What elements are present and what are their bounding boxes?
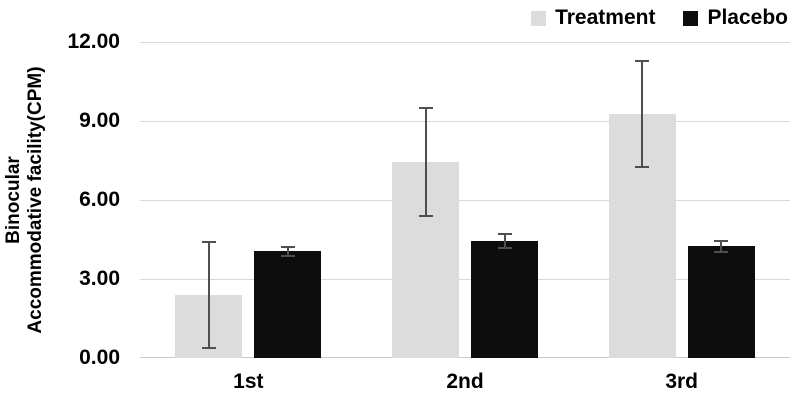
error-bar-cap-bottom xyxy=(201,346,216,349)
error-bar-line xyxy=(720,239,723,253)
y-tick-label-9.00: 9.00 xyxy=(79,109,120,132)
bar-placebo-3rd xyxy=(687,246,755,358)
legend-label-placebo: Placebo xyxy=(707,6,788,29)
error-bar-cap-bottom xyxy=(635,166,650,169)
error-bar-line xyxy=(286,246,289,257)
error-bar-cap-top xyxy=(201,240,216,243)
y-tick-label-6.00: 6.00 xyxy=(79,188,120,211)
error-bar-cap-top xyxy=(418,106,433,109)
error-bar-cap-top xyxy=(497,232,512,235)
error-bar-cap-bottom xyxy=(418,215,433,218)
y-axis-tick-labels: 0.00 3.00 6.00 9.00 12.00 xyxy=(0,30,120,369)
error-bar-placebo-2nd xyxy=(497,232,512,249)
error-bar-treatment-1st xyxy=(201,240,216,349)
error-bar-cap-bottom xyxy=(497,246,512,249)
legend-label-treatment: Treatment xyxy=(555,6,656,29)
x-tick-label-3rd: 3rd xyxy=(665,370,698,393)
x-tick-label-1st: 1st xyxy=(233,370,264,393)
error-bar-cap-top xyxy=(714,239,729,242)
error-bar-line xyxy=(641,60,644,169)
gridline-9.00 xyxy=(140,121,790,122)
x-axis-tick-labels: 1st 2nd 3rd xyxy=(140,364,790,404)
error-bar-placebo-3rd xyxy=(714,239,729,253)
error-bar-cap-top xyxy=(635,60,650,63)
y-tick-label-3.00: 3.00 xyxy=(79,267,120,290)
legend-swatch-placebo xyxy=(683,10,699,26)
error-bar-cap-bottom xyxy=(280,254,295,257)
error-bar-treatment-2nd xyxy=(418,106,433,218)
error-bar-placebo-1st xyxy=(280,246,295,257)
x-tick-label-2nd: 2nd xyxy=(446,370,484,393)
y-tick-label-12.00: 12.00 xyxy=(67,30,120,53)
x-axis-line xyxy=(140,357,790,358)
error-bar-line xyxy=(503,232,506,249)
bar-placebo-2nd xyxy=(471,240,538,358)
gridline-3.00 xyxy=(140,279,790,280)
plot-area xyxy=(140,42,790,358)
gridline-12.00 xyxy=(140,42,790,43)
bar-placebo-1st xyxy=(254,251,322,358)
error-bar-treatment-3rd xyxy=(635,60,650,169)
error-bar-cap-top xyxy=(280,246,295,249)
legend-item-treatment: Treatment xyxy=(531,6,655,30)
legend-swatch-treatment xyxy=(531,10,547,26)
error-bar-line xyxy=(207,240,210,349)
legend-item-placebo: Placebo xyxy=(683,6,788,30)
error-bar-cap-bottom xyxy=(714,250,729,253)
y-tick-label-0.00: 0.00 xyxy=(79,346,120,369)
legend: Treatment Placebo xyxy=(531,6,788,30)
gridline-6.00 xyxy=(140,200,790,201)
error-bar-line xyxy=(424,106,427,218)
